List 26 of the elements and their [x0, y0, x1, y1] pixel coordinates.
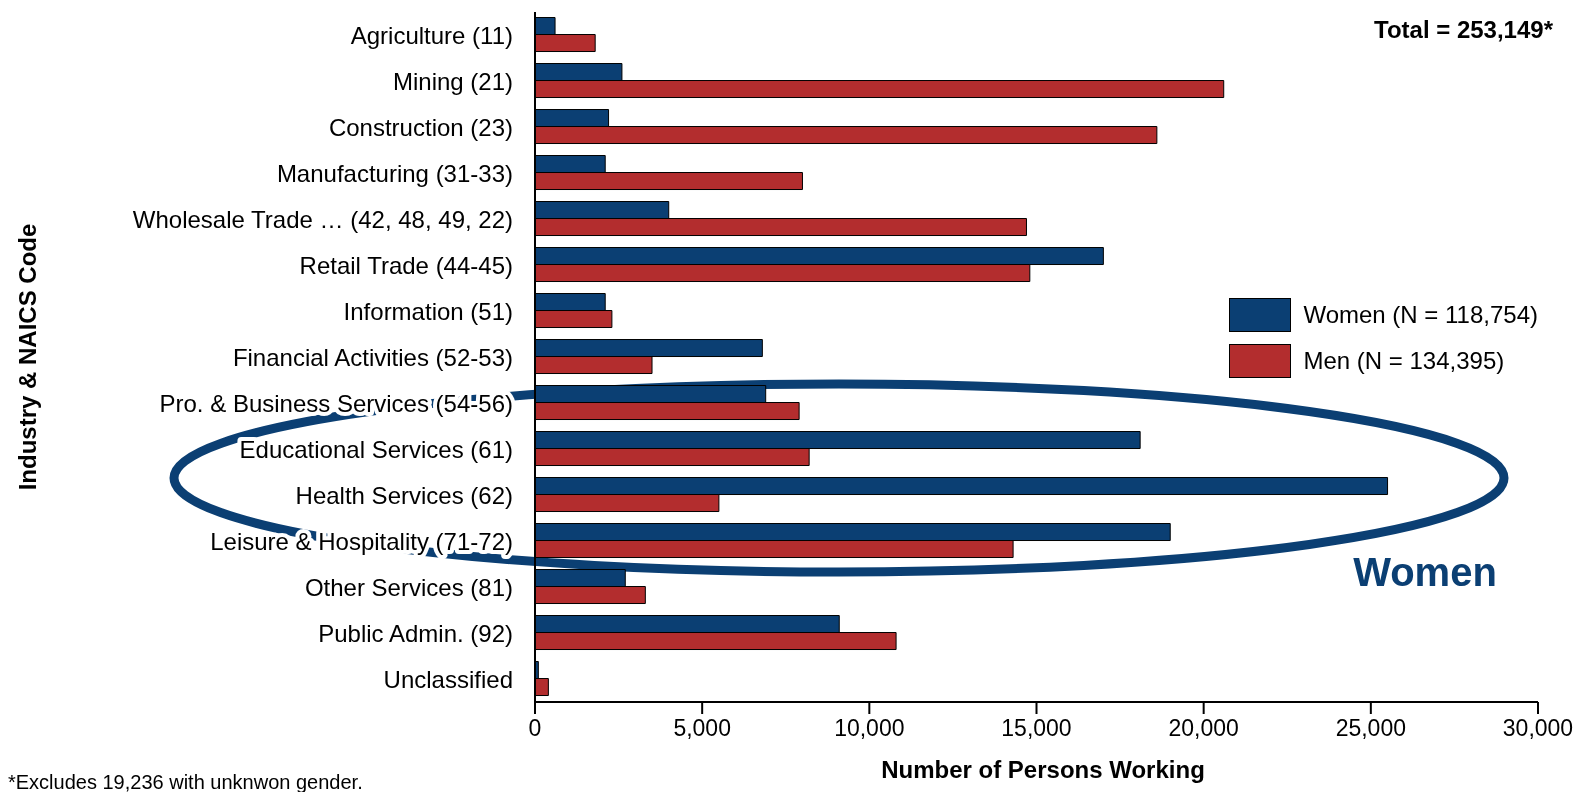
y-tick-label: Mining (21)	[392, 67, 513, 95]
x-tick-label: 30,000	[1502, 715, 1574, 742]
chart-title: Total = 253,149*	[1374, 16, 1554, 43]
legend-label: Women (N = 118,754)	[1303, 301, 1538, 329]
x-axis-title: Number of Persons Working	[881, 756, 1205, 783]
y-tick-label: Unclassified	[383, 665, 513, 693]
y-tick-label: Wholesale Trade … (42, 48, 49, 22)	[132, 205, 513, 233]
x-tick-label: 20,000	[1168, 715, 1239, 742]
y-tick-label: Public Admin. (92)	[318, 619, 513, 647]
y-tick-label: Other Services (81)	[304, 573, 513, 601]
y-tick-label: Information (51)	[343, 297, 513, 325]
x-tick-label: 10,000	[834, 715, 905, 742]
y-tick-label: Educational Services (61)	[239, 435, 513, 463]
x-tick-label: 0	[528, 715, 542, 742]
x-tick-label: 15,000	[1001, 715, 1072, 742]
y-axis-title: Industry & NAICS Code	[14, 223, 41, 491]
y-tick-label: Agriculture (11)	[350, 21, 513, 49]
y-tick-label: Retail Trade (44-45)	[299, 251, 513, 279]
y-tick-label: Health Services (62)	[295, 481, 513, 509]
legend-label: Men (N = 134,395)	[1303, 347, 1505, 375]
x-tick-label: 5,000	[673, 715, 731, 742]
y-tick-label: Construction (23)	[328, 113, 513, 141]
y-tick-label: Financial Activities (52-53)	[232, 343, 513, 371]
y-tick-label: Manufacturing (31-33)	[276, 159, 513, 187]
x-tick-label: 25,000	[1335, 715, 1407, 742]
annotation: Women	[1353, 550, 1497, 594]
